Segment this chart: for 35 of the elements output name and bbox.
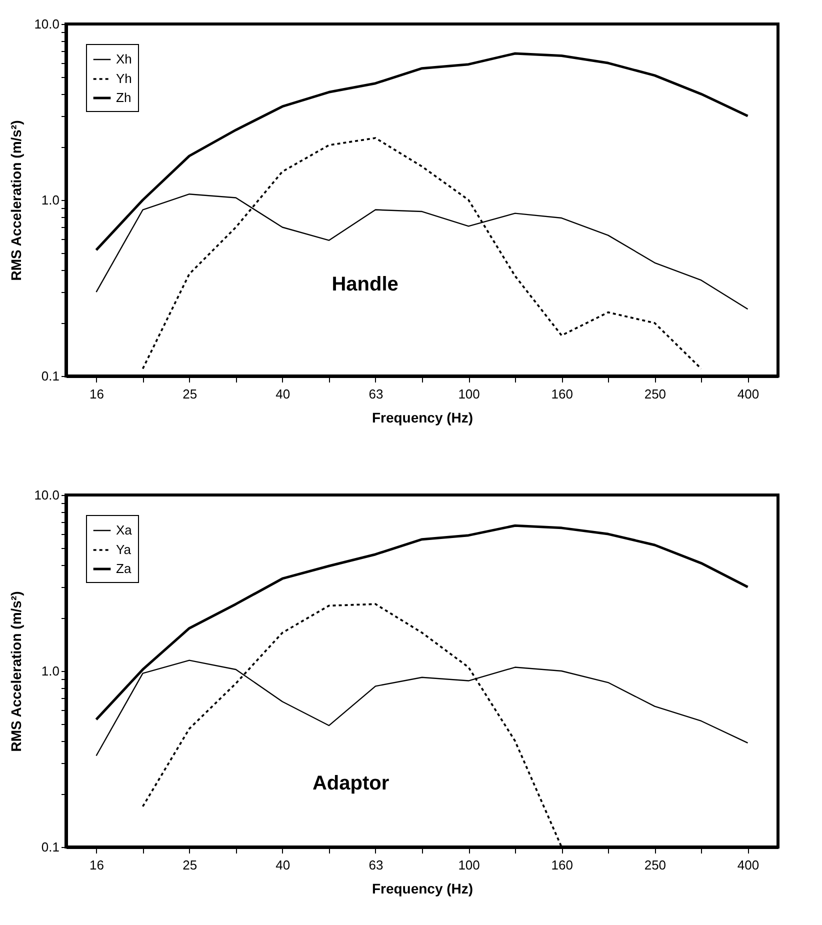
x-tick-label: 100 xyxy=(458,858,480,872)
x-axis-title: Frequency (Hz) xyxy=(372,880,474,896)
x-tick-label: 100 xyxy=(458,386,480,402)
x-tick-label: 16 xyxy=(90,386,104,402)
x-tick-label: 25 xyxy=(182,386,198,402)
x-tick-label: 63 xyxy=(368,858,384,872)
annotation: Handle xyxy=(332,273,398,296)
y-tick-label: 0.1 xyxy=(41,840,60,854)
x-tick-label: 160 xyxy=(551,858,573,872)
x-tick-label: 250 xyxy=(644,858,666,872)
legend-label: Xa xyxy=(116,522,133,538)
legend-label: Yh xyxy=(116,71,132,86)
y-tick-label: 0.1 xyxy=(41,368,60,384)
legend-label: Zh xyxy=(116,90,132,105)
x-axis-title: Frequency (Hz) xyxy=(372,410,474,426)
annotation: Adaptor xyxy=(312,772,390,795)
x-tick-label: 400 xyxy=(737,858,760,872)
y-tick-label: 1.0 xyxy=(41,192,60,208)
legend-label: Za xyxy=(116,561,132,576)
y-axis-title: RMS Acceleration (m/s²) xyxy=(8,591,24,752)
x-tick-label: 400 xyxy=(737,386,760,402)
y-tick-label: 10.0 xyxy=(34,488,60,502)
x-tick-label: 40 xyxy=(276,858,290,872)
y-axis-title: RMS Acceleration (m/s²) xyxy=(8,120,24,281)
x-tick-label: 160 xyxy=(551,386,573,402)
y-tick-label: 10.0 xyxy=(34,16,60,32)
legend-label: Xh xyxy=(116,52,132,66)
x-tick-label: 25 xyxy=(182,858,198,872)
y-tick-label: 1.0 xyxy=(41,664,60,678)
line-series xyxy=(95,52,749,252)
x-tick-label: 16 xyxy=(90,858,104,872)
x-tick-label: 63 xyxy=(368,386,384,402)
x-tick-label: 40 xyxy=(276,386,290,402)
x-tick-label: 250 xyxy=(644,386,666,402)
legend-label: Ya xyxy=(116,542,132,557)
